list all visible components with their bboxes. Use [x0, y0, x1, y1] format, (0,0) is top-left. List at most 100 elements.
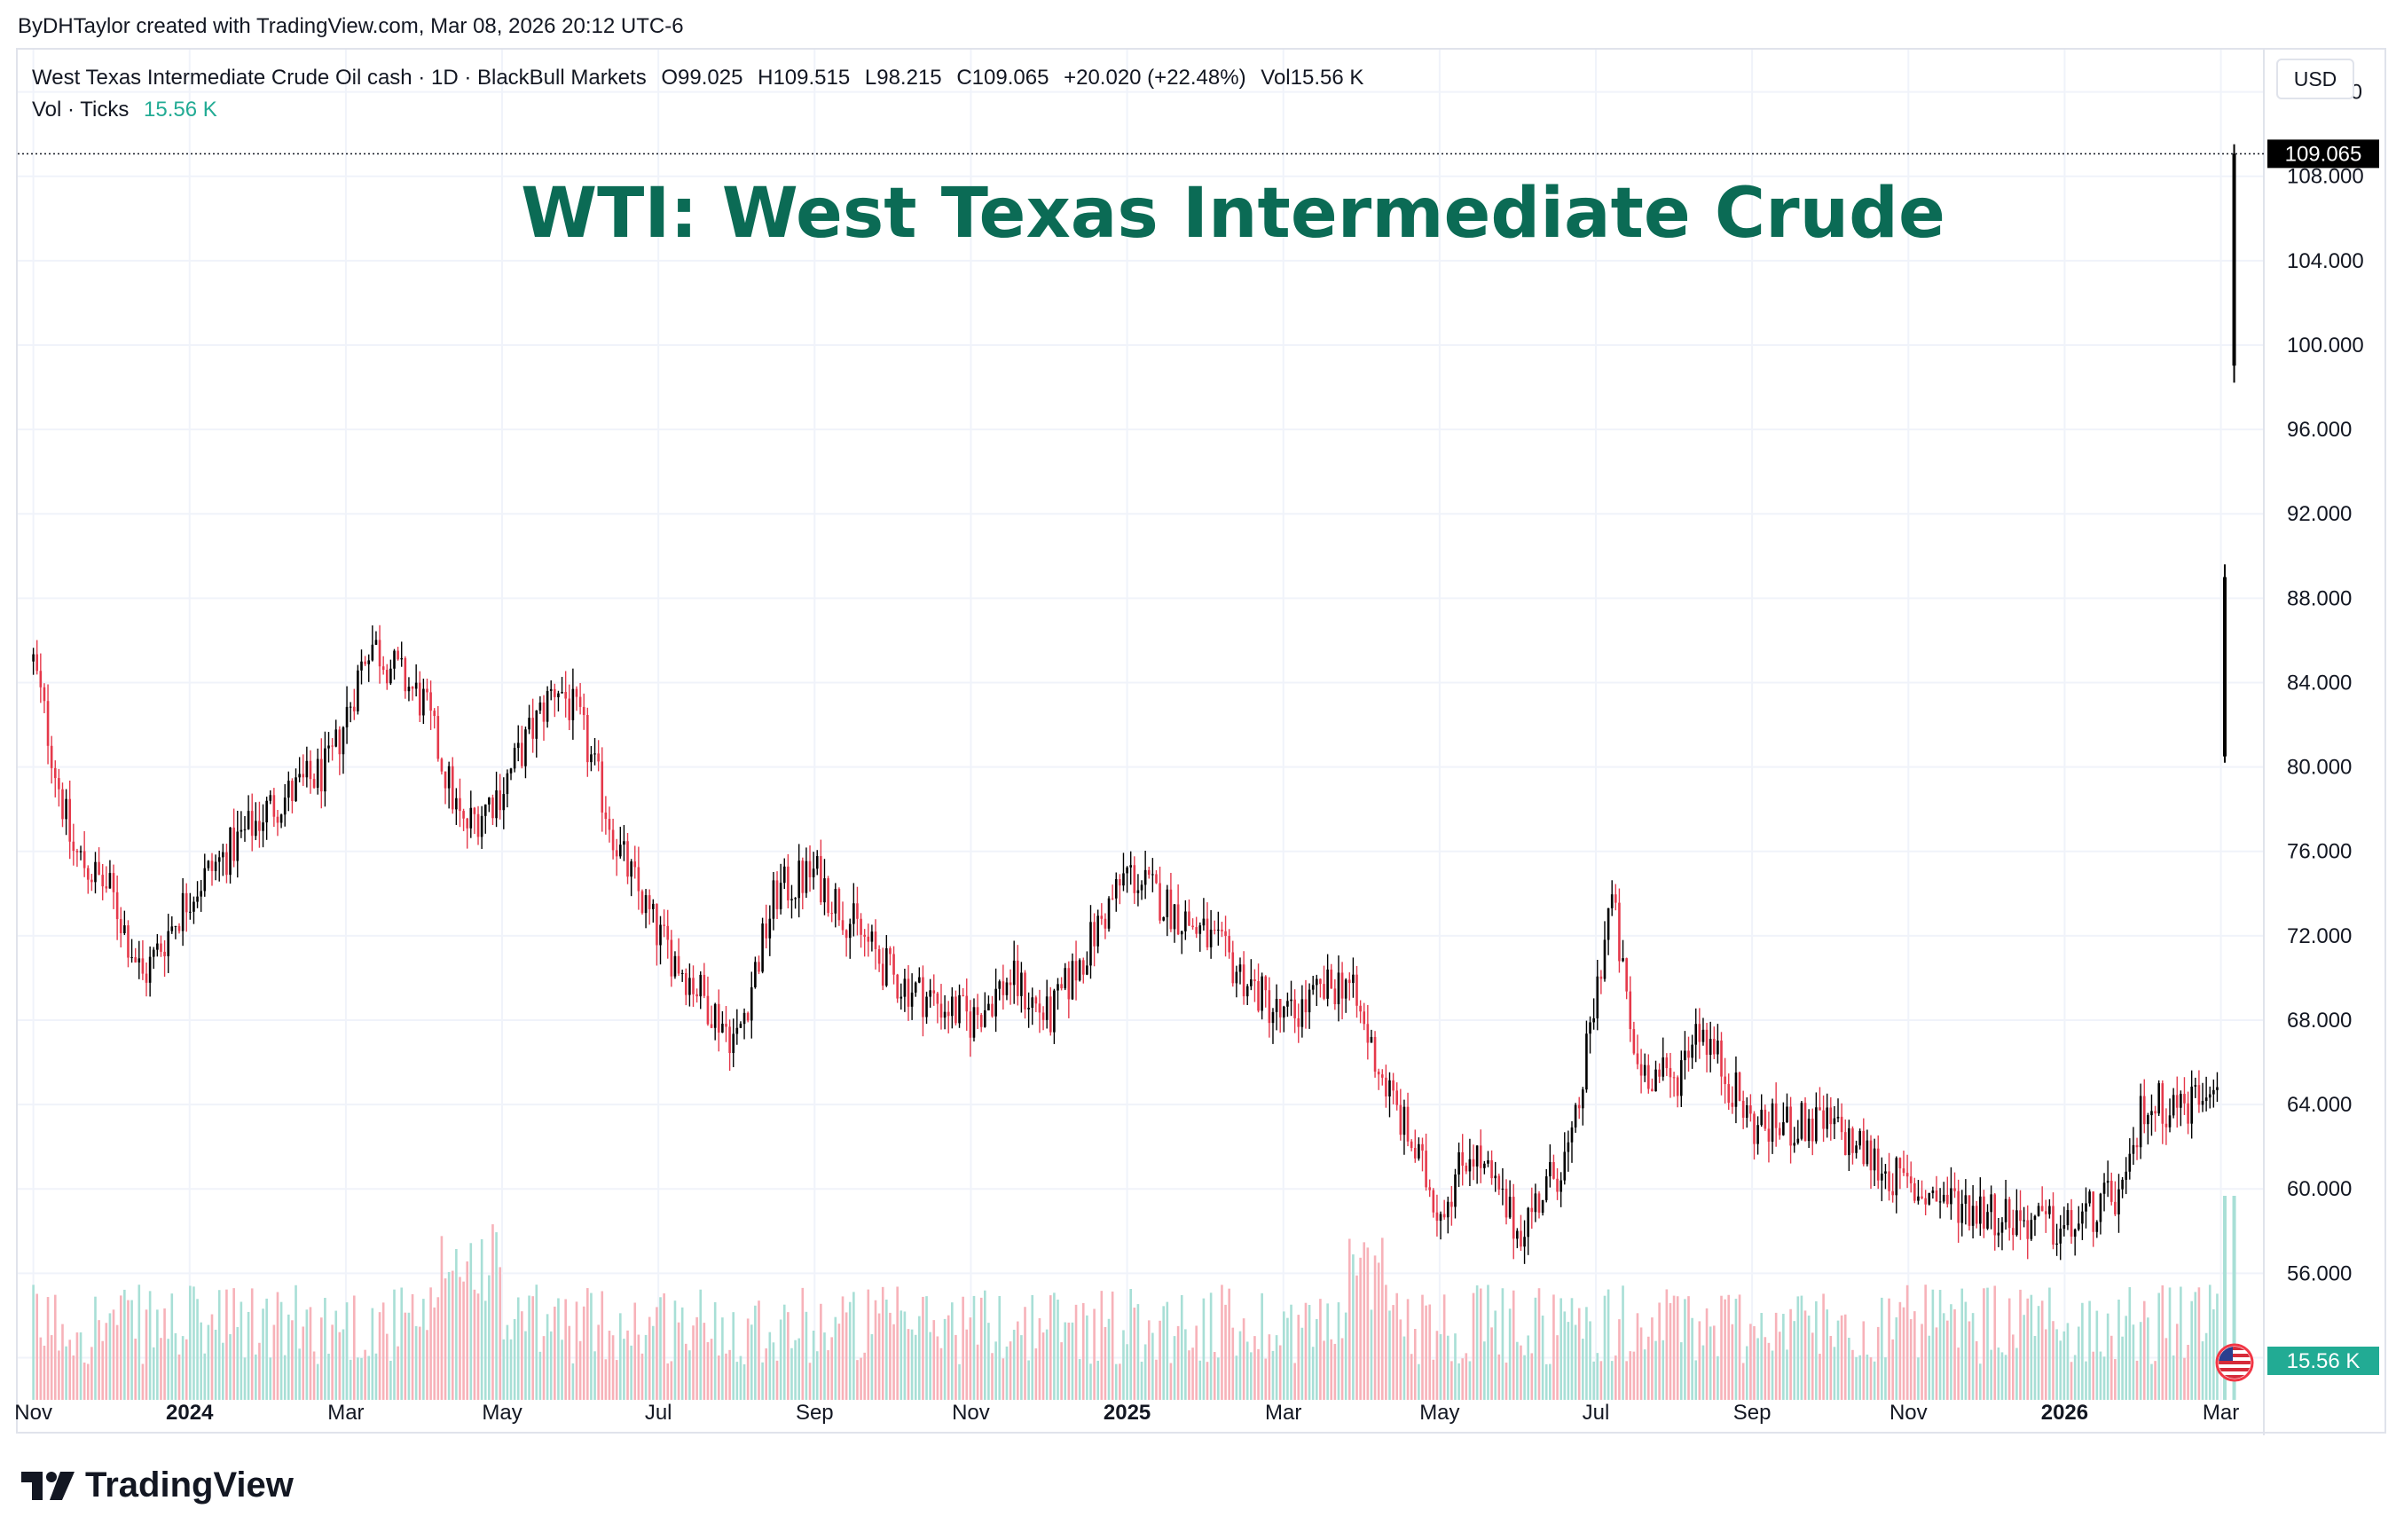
y-tick-label: 76.000: [2287, 840, 2352, 864]
candle-body: [1402, 1106, 1406, 1135]
candle-body: [1086, 965, 1088, 975]
candle-body: [250, 811, 254, 837]
volume-bar: [1803, 1310, 1807, 1400]
volume-bar: [112, 1309, 115, 1400]
volume-bar: [1114, 1363, 1118, 1400]
volume-bar: [243, 1357, 247, 1400]
candle-body: [1067, 968, 1071, 1000]
currency-button[interactable]: USD: [2276, 59, 2354, 99]
legend-symbol[interactable]: West Texas Intermediate Crude Oil cash ·…: [32, 66, 647, 90]
candle-body: [2033, 1215, 2037, 1221]
candle-body: [1468, 1159, 1472, 1172]
candle-body: [145, 973, 148, 983]
volume-bar: [61, 1324, 64, 1400]
candle-body: [2077, 1223, 2080, 1230]
candle-body: [637, 867, 640, 892]
volume-bar: [2222, 1196, 2227, 1400]
candle-body: [58, 778, 60, 790]
volume-bar: [1421, 1294, 1424, 1400]
volume-bar: [1938, 1290, 1942, 1400]
candle-body: [324, 748, 326, 792]
candle-body: [1819, 1107, 1821, 1111]
candle-body: [1049, 996, 1052, 1033]
candle-body: [1020, 972, 1023, 996]
candle-body: [177, 925, 181, 931]
legend-open: O99.025: [661, 66, 743, 90]
volume-bar: [2062, 1331, 2066, 1400]
volume-bar: [262, 1308, 264, 1400]
volume-bar: [535, 1285, 538, 1400]
volume-bar: [1800, 1295, 1803, 1400]
volume-bar: [72, 1355, 75, 1400]
volume-bar: [94, 1296, 97, 1400]
volume-bar: [1549, 1363, 1552, 1400]
volume-bar: [2007, 1298, 2011, 1400]
candle-body: [1618, 902, 1621, 962]
volume-bar: [2004, 1355, 2007, 1400]
volume-bar: [1873, 1361, 1876, 1400]
volume-bar: [1402, 1336, 1406, 1400]
candle-body: [1610, 894, 1614, 908]
candle-body: [1173, 904, 1176, 930]
volume-bar: [1286, 1317, 1289, 1400]
candle-body: [896, 974, 899, 999]
volume-indicator-label[interactable]: Vol · Ticks: [32, 98, 130, 122]
volume-bar: [1756, 1338, 1759, 1400]
candle-body: [943, 1011, 947, 1018]
candle-body: [1479, 1145, 1482, 1168]
candle-body: [630, 861, 632, 877]
candle-body: [509, 768, 513, 774]
candle-body: [1582, 1089, 1584, 1109]
volume-bar: [979, 1297, 983, 1400]
candle-body: [1935, 1190, 1938, 1202]
volume-bar: [1323, 1340, 1325, 1400]
candle-body: [163, 951, 166, 956]
volume-bar: [623, 1339, 625, 1400]
candle-body: [1687, 1050, 1690, 1058]
us-flag-icon[interactable]: [2212, 1343, 2257, 1382]
legend-volume: Vol15.56 K: [1261, 66, 1364, 90]
candle-body: [1078, 960, 1081, 981]
volume-bar: [1544, 1363, 1548, 1400]
candle-body: [189, 911, 192, 913]
volume-bar: [1363, 1242, 1366, 1400]
volume-bar: [279, 1301, 283, 1400]
candle-body: [1862, 1130, 1866, 1165]
candle-body: [291, 781, 294, 801]
candle-body: [272, 795, 276, 817]
volume-bar: [808, 1363, 812, 1400]
candle-body: [830, 913, 833, 915]
candle-body: [210, 860, 214, 871]
volume-bar: [2183, 1357, 2186, 1400]
volume-bar: [1107, 1318, 1111, 1400]
candle-body: [623, 841, 625, 845]
volume-bar: [1672, 1295, 1676, 1400]
volume-bar: [156, 1309, 159, 1400]
candle-body: [1136, 890, 1140, 893]
candle-body: [1450, 1201, 1453, 1207]
volume-bar: [2180, 1286, 2182, 1400]
candle-body: [283, 798, 287, 815]
candle-body: [222, 852, 224, 858]
candle-body: [160, 943, 162, 952]
candle-body: [35, 654, 39, 672]
volume-bar: [2161, 1285, 2164, 1400]
volume-bar: [2154, 1361, 2157, 1400]
volume-bar: [2015, 1348, 2018, 1400]
volume-bar: [1217, 1357, 1220, 1400]
tradingview-logo[interactable]: TradingView: [21, 1465, 294, 1505]
chart-area[interactable]: [16, 48, 2386, 1434]
volume-bar: [881, 1286, 884, 1400]
volume-bar: [1268, 1334, 1271, 1400]
volume-bar: [1439, 1334, 1442, 1400]
candle-body: [929, 990, 931, 997]
candle-body: [827, 878, 829, 914]
candle-body: [939, 1003, 943, 1018]
candle-body: [98, 861, 100, 876]
volume-bar: [666, 1363, 670, 1400]
candle-body: [444, 771, 447, 789]
volume-bar: [593, 1351, 596, 1400]
candle-body: [364, 661, 366, 664]
candle-body: [1734, 1072, 1738, 1107]
